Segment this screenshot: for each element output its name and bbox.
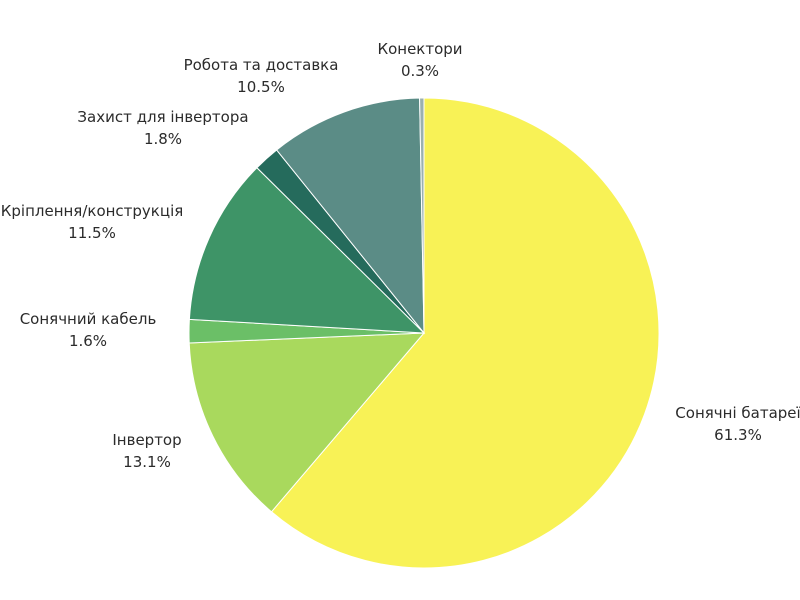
slice-label-percent: 61.3%: [714, 426, 762, 444]
slice-label: Робота та доставка 10.5%: [184, 54, 339, 98]
slice-label-name: Конектори: [377, 40, 463, 58]
slice-label-percent: 11.5%: [68, 224, 116, 242]
slice-label: Кріплення/конструкція 11.5%: [1, 200, 184, 244]
pie-slice: [275, 97, 425, 335]
slice-label-percent: 1.8%: [143, 130, 183, 148]
slice-label-name: Захист для інвертора: [77, 108, 249, 126]
slice-label-percent: 13.1%: [123, 453, 171, 471]
slice-label-percent: 10.5%: [237, 78, 285, 96]
pie-slice: [270, 97, 660, 569]
slice-label-name: Інвертор: [112, 431, 182, 449]
pie-slice: [419, 97, 425, 334]
slice-label-name: Сонячні батареї: [675, 404, 800, 422]
slice-label-percent: 1.6%: [68, 332, 108, 350]
slice-label-name: Сонячний кабель: [19, 310, 157, 328]
slice-label-name: Кріплення/конструкція: [0, 202, 184, 220]
slice-label-name: Робота та доставка: [183, 56, 339, 74]
slice-label-percent: 0.3%: [400, 62, 440, 80]
pie-slice: [188, 332, 426, 513]
slice-label: Сонячні батареї 61.3%: [675, 402, 800, 446]
slice-label: Захист для інвертора 1.8%: [77, 106, 248, 150]
pie-slice: [188, 167, 426, 334]
slice-label: Інвертор 13.1%: [112, 429, 181, 473]
slice-label: Конектори 0.3%: [377, 38, 462, 82]
slice-label: Сонячний кабель 1.6%: [20, 308, 157, 352]
